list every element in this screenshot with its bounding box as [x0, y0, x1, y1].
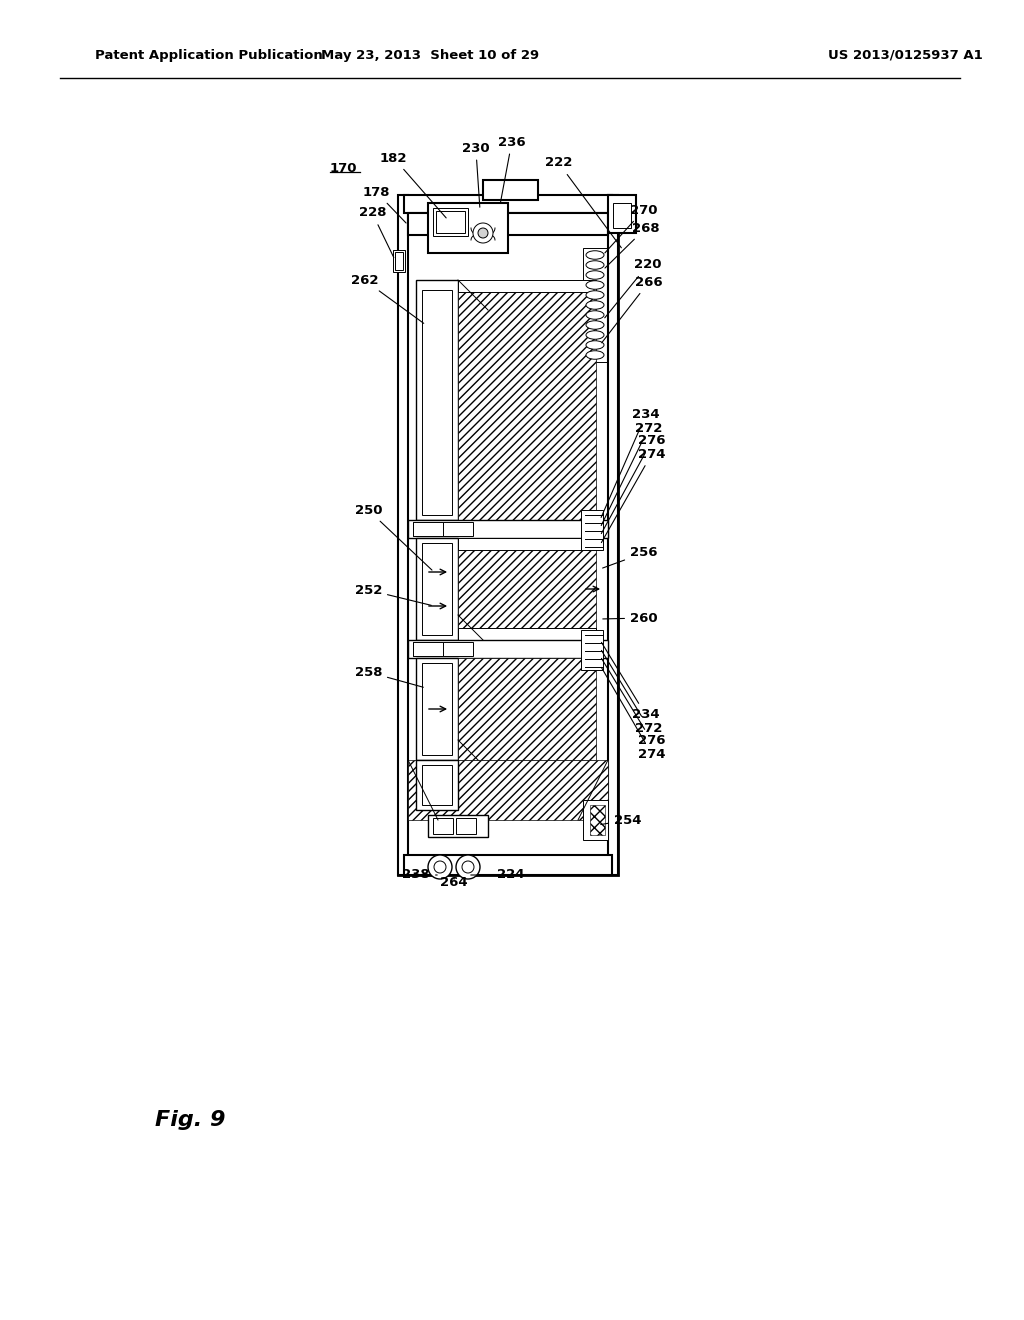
- Bar: [413, 521, 443, 536]
- Bar: [590, 805, 605, 836]
- Bar: [398, 195, 618, 875]
- Text: 250: 250: [354, 503, 432, 570]
- Ellipse shape: [586, 341, 604, 350]
- Bar: [608, 195, 618, 875]
- Bar: [433, 818, 453, 834]
- Bar: [408, 213, 608, 235]
- Bar: [458, 280, 596, 292]
- Ellipse shape: [586, 321, 604, 329]
- Text: 258: 258: [354, 665, 423, 688]
- Bar: [408, 640, 608, 657]
- Text: 272: 272: [601, 421, 663, 525]
- Text: 234: 234: [601, 643, 659, 722]
- Circle shape: [428, 855, 452, 879]
- Circle shape: [456, 855, 480, 879]
- Text: 228: 228: [358, 206, 394, 257]
- Bar: [413, 642, 443, 656]
- Text: 274: 274: [601, 668, 666, 760]
- Text: 256: 256: [602, 546, 657, 568]
- Circle shape: [462, 861, 474, 873]
- Bar: [416, 657, 458, 760]
- Bar: [456, 818, 476, 834]
- Text: 222: 222: [545, 157, 622, 248]
- Text: Fig. 9: Fig. 9: [155, 1110, 225, 1130]
- Text: 234: 234: [601, 408, 659, 517]
- Bar: [416, 760, 458, 810]
- Circle shape: [473, 223, 493, 243]
- Bar: [422, 663, 452, 755]
- Text: US 2013/0125937 A1: US 2013/0125937 A1: [827, 49, 982, 62]
- Bar: [458, 280, 596, 520]
- Text: 260: 260: [603, 611, 657, 624]
- Circle shape: [434, 861, 446, 873]
- Text: 182: 182: [380, 152, 446, 218]
- Bar: [436, 211, 465, 234]
- Circle shape: [478, 228, 488, 238]
- Text: 252: 252: [354, 583, 431, 606]
- Bar: [395, 252, 403, 271]
- Text: 236: 236: [498, 136, 525, 202]
- Text: 266: 266: [602, 276, 663, 343]
- Bar: [613, 203, 631, 228]
- Text: 170: 170: [330, 161, 357, 174]
- Text: 276: 276: [601, 434, 666, 533]
- Bar: [393, 249, 406, 272]
- Text: May 23, 2013  Sheet 10 of 29: May 23, 2013 Sheet 10 of 29: [321, 49, 539, 62]
- Bar: [422, 290, 452, 515]
- Bar: [413, 642, 473, 656]
- Text: 268: 268: [605, 222, 659, 268]
- Bar: [581, 510, 603, 550]
- Text: 238: 238: [402, 869, 437, 882]
- Text: 274: 274: [601, 447, 666, 543]
- Text: 178: 178: [362, 186, 407, 223]
- Ellipse shape: [586, 351, 604, 359]
- Bar: [413, 521, 473, 536]
- Ellipse shape: [586, 310, 604, 319]
- Bar: [608, 195, 636, 234]
- Bar: [408, 760, 608, 820]
- Bar: [583, 800, 608, 840]
- Bar: [458, 657, 596, 760]
- Text: 264: 264: [440, 875, 468, 888]
- Bar: [422, 543, 452, 635]
- Text: 270: 270: [605, 203, 657, 253]
- Ellipse shape: [586, 251, 604, 259]
- Text: 272: 272: [601, 651, 663, 734]
- Text: 276: 276: [601, 659, 666, 747]
- Bar: [416, 280, 458, 520]
- Bar: [398, 195, 408, 875]
- Ellipse shape: [586, 290, 604, 300]
- Bar: [404, 195, 612, 213]
- Bar: [422, 766, 452, 805]
- Text: 220: 220: [605, 259, 662, 318]
- Bar: [404, 855, 612, 875]
- Bar: [416, 539, 458, 640]
- Text: 230: 230: [462, 141, 489, 207]
- Ellipse shape: [586, 281, 604, 289]
- Text: Patent Application Publication: Patent Application Publication: [95, 49, 323, 62]
- Text: 224: 224: [471, 869, 525, 882]
- Ellipse shape: [586, 261, 604, 269]
- Bar: [583, 248, 608, 362]
- Ellipse shape: [586, 331, 604, 339]
- Text: 254: 254: [601, 813, 641, 826]
- Bar: [458, 539, 596, 640]
- Bar: [428, 203, 508, 253]
- Bar: [408, 520, 608, 539]
- Text: 262: 262: [350, 273, 424, 323]
- Bar: [581, 630, 603, 671]
- Bar: [433, 209, 468, 236]
- Bar: [458, 628, 596, 640]
- Bar: [483, 180, 538, 201]
- Bar: [428, 814, 488, 837]
- Ellipse shape: [586, 271, 604, 280]
- Bar: [458, 539, 596, 550]
- Ellipse shape: [586, 301, 604, 309]
